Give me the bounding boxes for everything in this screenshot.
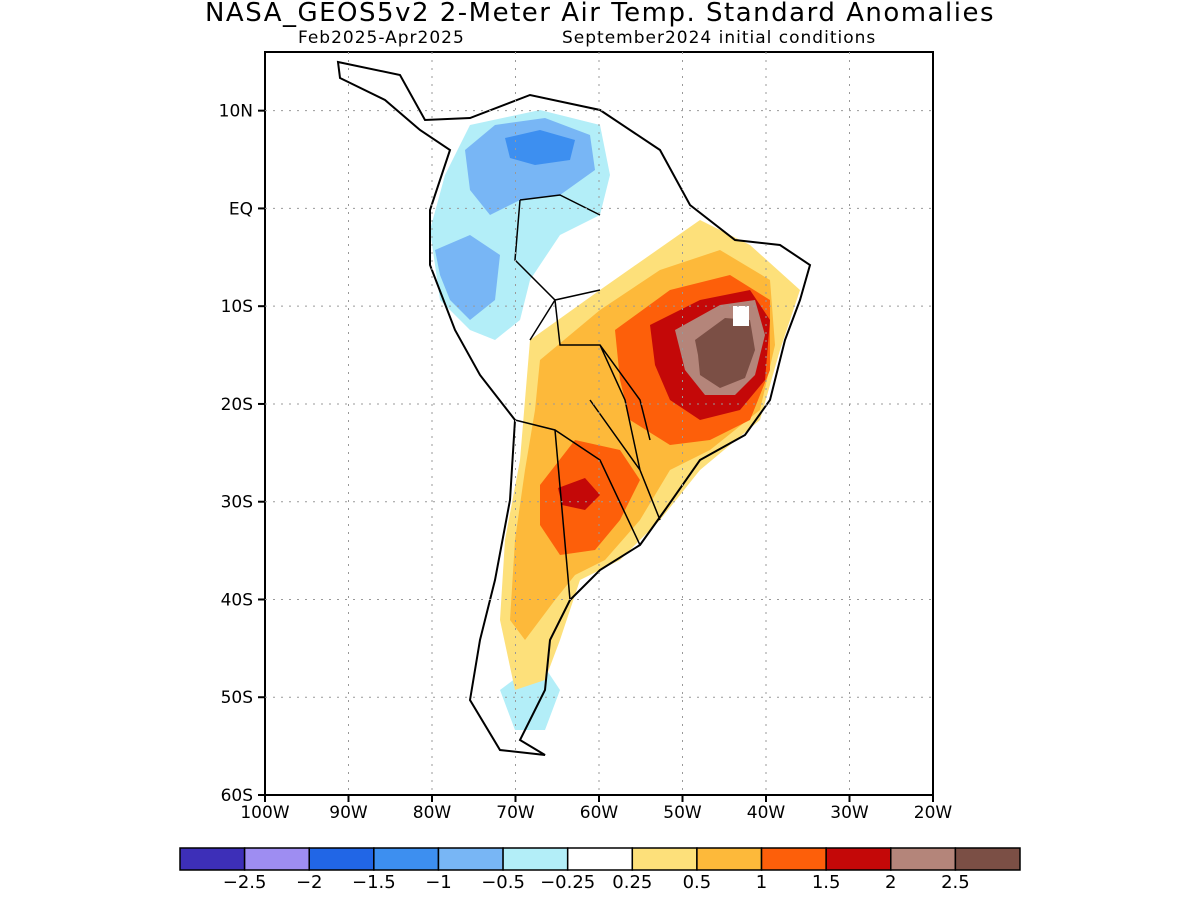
country-borders bbox=[514, 194, 661, 601]
colorbar-label: −0.5 bbox=[481, 872, 525, 893]
lon-tick-label: 30W bbox=[830, 803, 869, 823]
colorbar: −2.5 −2 −1.5 −1 −0.5 −0.25 0.25 0.5 1 1.5 2 2.5 bbox=[179, 847, 1021, 893]
lon-tick-label: 90W bbox=[329, 803, 368, 823]
colorbar-label: 1.5 bbox=[812, 872, 841, 893]
lon-tick-label: 40W bbox=[747, 803, 786, 823]
colorbar-swatch bbox=[502, 847, 569, 871]
colorbar-swatch bbox=[373, 847, 440, 871]
map-title: NASA_GEOS5v2 2-Meter Air Temp. Standard … bbox=[204, 0, 996, 28]
colorbar-swatch bbox=[696, 847, 763, 871]
colorbar-swatch bbox=[566, 847, 634, 871]
colorbar-swatch bbox=[825, 847, 892, 871]
colorbar-label: 0.25 bbox=[612, 872, 652, 893]
lon-tick-label: 80W bbox=[413, 803, 452, 823]
lat-tick-label: 10S bbox=[221, 297, 253, 317]
colorbar-label: −1.5 bbox=[352, 872, 396, 893]
colorbar-swatch bbox=[243, 847, 310, 871]
colorbar-label: −1 bbox=[425, 872, 452, 893]
anomaly-field bbox=[338, 62, 810, 755]
forecast-period: Feb2025-Apr2025 bbox=[298, 28, 465, 48]
colorbar-label: 2.5 bbox=[941, 872, 970, 893]
coastlines bbox=[336, 60, 812, 756]
colorbar-swatch bbox=[179, 847, 246, 871]
colorbar-swatch bbox=[308, 847, 375, 871]
colorbar-label: −0.25 bbox=[540, 872, 595, 893]
missing-data-cell bbox=[733, 306, 749, 326]
latitude-axis: 10N EQ 10S 20S 30S 40S 50S 60S bbox=[219, 102, 265, 806]
colorbar-label: 2 bbox=[885, 872, 896, 893]
colorbar-swatch bbox=[890, 847, 957, 871]
anomaly-extreme bbox=[695, 318, 755, 388]
colorbar-swatch bbox=[954, 847, 1021, 871]
lat-tick-label: 50S bbox=[221, 688, 253, 708]
lat-tick-label: 10N bbox=[219, 102, 253, 122]
longitude-axis: 100W 90W 80W 70W 60W 50W 40W 30W 20W bbox=[240, 795, 952, 823]
anomaly-cool-west bbox=[435, 235, 500, 320]
colorbar-label: −2.5 bbox=[223, 872, 267, 893]
lat-tick-label: EQ bbox=[229, 199, 253, 219]
anomaly-hot-south bbox=[558, 478, 600, 510]
colorbar-swatch bbox=[760, 847, 827, 871]
initial-conditions: September2024 initial conditions bbox=[562, 28, 877, 48]
lat-tick-label: 20S bbox=[221, 395, 253, 415]
lon-tick-label: 60W bbox=[580, 803, 619, 823]
lon-tick-label: 100W bbox=[240, 803, 289, 823]
lat-tick-label: 40S bbox=[221, 590, 253, 610]
colorbar-label: −2 bbox=[296, 872, 323, 893]
lat-tick-label: 60S bbox=[221, 786, 253, 806]
lat-tick-label: 30S bbox=[221, 493, 253, 513]
colorbar-label: 0.5 bbox=[683, 872, 712, 893]
colorbar-swatch bbox=[631, 847, 698, 871]
colorbar-swatch bbox=[437, 847, 504, 871]
lon-tick-label: 50W bbox=[663, 803, 702, 823]
colorbar-label: 1 bbox=[756, 872, 767, 893]
lon-tick-label: 20W bbox=[914, 803, 953, 823]
anomaly-cool-strong bbox=[505, 130, 575, 165]
lon-tick-label: 70W bbox=[496, 803, 535, 823]
